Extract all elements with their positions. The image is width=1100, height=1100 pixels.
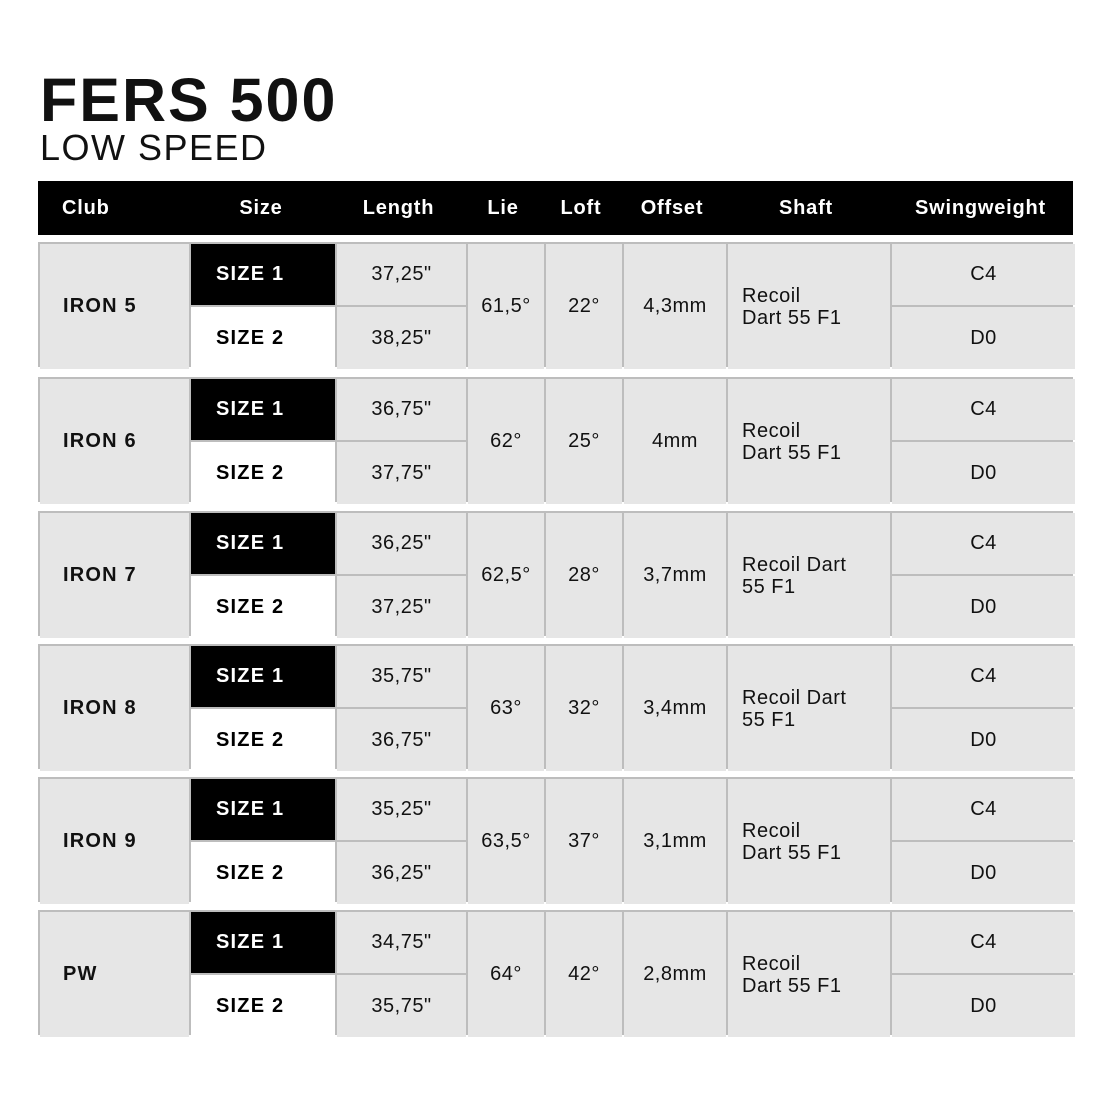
length-cell: 36,25" bbox=[337, 513, 466, 574]
swingweight-cell: C4 bbox=[892, 779, 1075, 840]
loft-cell: 22° bbox=[546, 244, 622, 369]
header-loft: Loft bbox=[560, 196, 602, 219]
header-lie: Lie bbox=[487, 196, 519, 219]
swingweight-cell: C4 bbox=[892, 513, 1075, 574]
table-row-group: IRON 9 SIZE 1 SIZE 2 35,25" 36,25" 63,5° 37° 3,… bbox=[38, 777, 1075, 904]
size-2-cell: SIZE 2 bbox=[191, 576, 335, 638]
shaft-cell: Recoil Dart 55 F1 bbox=[728, 646, 890, 771]
table-row-group: IRON 5 SIZE 1 SIZE 2 37,25" 38,25" 61,5° 22° 4,… bbox=[38, 242, 1075, 369]
length-cell: 36,25" bbox=[337, 842, 466, 904]
size-1-cell: SIZE 1 bbox=[191, 779, 335, 840]
offset-cell: 3,4mm bbox=[624, 646, 726, 771]
club-cell: PW bbox=[40, 912, 189, 1037]
club-cell: IRON 6 bbox=[40, 379, 189, 504]
swingweight-cell: D0 bbox=[892, 442, 1075, 504]
club-cell: IRON 9 bbox=[40, 779, 189, 904]
lie-cell: 61,5° bbox=[468, 244, 544, 369]
length-cell: 36,75" bbox=[337, 709, 466, 771]
offset-cell: 3,1mm bbox=[624, 779, 726, 904]
swingweight-cell: D0 bbox=[892, 842, 1075, 904]
shaft-cell: Recoil Dart 55 F1 bbox=[728, 779, 890, 904]
size-2-cell: SIZE 2 bbox=[191, 842, 335, 904]
offset-cell: 4,3mm bbox=[624, 244, 726, 369]
swingweight-cell: D0 bbox=[892, 307, 1075, 369]
swingweight-cell: C4 bbox=[892, 244, 1075, 305]
length-cell: 35,75" bbox=[337, 975, 466, 1037]
swingweight-cell: C4 bbox=[892, 646, 1075, 707]
table-header: Club Size Length Lie Loft Offset Shaft S… bbox=[38, 181, 1073, 235]
length-cell: 37,25" bbox=[337, 244, 466, 305]
swingweight-cell: C4 bbox=[892, 912, 1075, 973]
swingweight-cell: C4 bbox=[892, 379, 1075, 440]
offset-cell: 3,7mm bbox=[624, 513, 726, 638]
shaft-cell: Recoil Dart 55 F1 bbox=[728, 379, 890, 504]
table-row-group: IRON 6 SIZE 1 SIZE 2 36,75" 37,75" 62° 25° 4mm R… bbox=[38, 377, 1075, 504]
size-1-cell: SIZE 1 bbox=[191, 244, 335, 305]
lie-cell: 63,5° bbox=[468, 779, 544, 904]
size-1-cell: SIZE 1 bbox=[191, 912, 335, 973]
offset-cell: 2,8mm bbox=[624, 912, 726, 1037]
header-shaft: Shaft bbox=[779, 196, 833, 219]
length-cell: 35,25" bbox=[337, 779, 466, 840]
lie-cell: 64° bbox=[468, 912, 544, 1037]
length-cell: 36,75" bbox=[337, 379, 466, 440]
header-swingweight: Swingweight bbox=[914, 196, 1047, 219]
table-row-group: IRON 8 SIZE 1 SIZE 2 35,75" 36,75" 63° 32° 3,4m… bbox=[38, 644, 1075, 771]
page-title: FERS 500 bbox=[40, 66, 338, 134]
header-offset: Offset bbox=[640, 196, 704, 219]
table-row-group: PW SIZE 1 SIZE 2 34,75" 35,75" 64° 42° 2,8mm Rec… bbox=[38, 910, 1075, 1037]
header-club: Club bbox=[62, 196, 110, 219]
club-cell: IRON 7 bbox=[40, 513, 189, 638]
loft-cell: 25° bbox=[546, 379, 622, 504]
loft-cell: 42° bbox=[546, 912, 622, 1037]
loft-cell: 37° bbox=[546, 779, 622, 904]
swingweight-cell: D0 bbox=[892, 709, 1075, 771]
size-2-cell: SIZE 2 bbox=[191, 975, 335, 1037]
swingweight-cell: D0 bbox=[892, 576, 1075, 638]
size-2-cell: SIZE 2 bbox=[191, 709, 335, 771]
offset-cell: 4mm bbox=[624, 379, 726, 504]
club-cell: IRON 5 bbox=[40, 244, 189, 369]
lie-cell: 62° bbox=[468, 379, 544, 504]
size-1-cell: SIZE 1 bbox=[191, 379, 335, 440]
length-cell: 35,75" bbox=[337, 646, 466, 707]
lie-cell: 62,5° bbox=[468, 513, 544, 638]
length-cell: 34,75" bbox=[337, 912, 466, 973]
size-1-cell: SIZE 1 bbox=[191, 513, 335, 574]
shaft-cell: Recoil Dart 55 F1 bbox=[728, 513, 890, 638]
header-length: Length bbox=[362, 196, 435, 219]
length-cell: 37,25" bbox=[337, 576, 466, 638]
page-subtitle: LOW SPEED bbox=[40, 127, 268, 168]
club-cell: IRON 8 bbox=[40, 646, 189, 771]
lie-cell: 63° bbox=[468, 646, 544, 771]
shaft-cell: Recoil Dart 55 F1 bbox=[728, 244, 890, 369]
size-1-cell: SIZE 1 bbox=[191, 646, 335, 707]
shaft-cell: Recoil Dart 55 F1 bbox=[728, 912, 890, 1037]
header-size: Size bbox=[239, 196, 283, 219]
loft-cell: 28° bbox=[546, 513, 622, 638]
swingweight-cell: D0 bbox=[892, 975, 1075, 1037]
table-row-group: IRON 7 SIZE 1 SIZE 2 36,25" 37,25" 62,5° 28° 3,… bbox=[38, 511, 1075, 638]
length-cell: 38,25" bbox=[337, 307, 466, 369]
length-cell: 37,75" bbox=[337, 442, 466, 504]
loft-cell: 32° bbox=[546, 646, 622, 771]
size-2-cell: SIZE 2 bbox=[191, 442, 335, 504]
size-2-cell: SIZE 2 bbox=[191, 307, 335, 369]
